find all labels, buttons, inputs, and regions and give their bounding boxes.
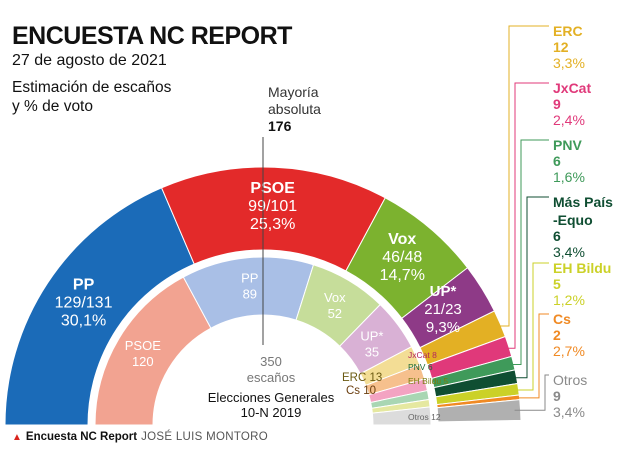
legend-name-eh-bildu: EH Bildu <box>553 260 611 276</box>
legend-connector-cs <box>513 313 549 399</box>
majority-label: Mayoría absoluta 176 <box>268 84 358 135</box>
center-unit: escaños <box>247 370 296 385</box>
prev-label-erc: ERC 13 <box>342 372 382 384</box>
prev-name-vox: Vox <box>324 290 346 305</box>
prev-title-line-1: Elecciones Generales <box>208 390 335 405</box>
legend-seats-erc: 12 <box>553 39 569 55</box>
prev-label-eh-bildu: EH Bildu 5 <box>408 376 448 386</box>
center-total: 350 <box>260 354 282 369</box>
legend-pct-otros: 3,4% <box>553 404 585 420</box>
party-seats-psoe: 99/101 <box>248 198 297 215</box>
prev-seats-vox: 52 <box>328 306 342 321</box>
prev-title-line-2: 10-N 2019 <box>241 405 302 420</box>
legend-seats-pnv: 6 <box>553 153 561 169</box>
footer-author: JOSÉ LUIS MONTORO <box>141 431 269 443</box>
party-pct-vox: 14,7% <box>380 267 425 284</box>
legend-seats-otros: 9 <box>553 388 561 404</box>
subtitle-line-1: Estimación de escaños <box>12 79 172 96</box>
legend-seats-eh-bildu: 5 <box>553 276 561 292</box>
legend-pct-eh-bildu: 1,2% <box>553 292 585 308</box>
prev-arc-otros <box>371 406 432 426</box>
legend-seats-jxcat: 9 <box>553 96 561 112</box>
legend-connector-erc <box>494 25 549 327</box>
legend-connector-jxcat <box>503 82 549 349</box>
legend-name-otros: Otros <box>553 372 587 388</box>
party-seats-pp: 129/131 <box>55 295 113 312</box>
legend-connector-pnv <box>507 139 549 366</box>
party-name-psoe: PSOE <box>250 180 295 197</box>
prev-name-up: UP* <box>360 329 383 344</box>
legend-name-pnv: PNV <box>553 137 582 153</box>
chart-subtitle: Estimación de escaños y % de voto <box>12 78 242 116</box>
prev-name-pp: PP <box>241 271 258 286</box>
legend-pct-pnv: 1,6% <box>553 169 585 185</box>
prev-label-jxcat: JxCat 8 <box>408 350 437 360</box>
majority-value: 176 <box>268 118 292 134</box>
legend-name-m-s-pa-s-equo-1: Más País <box>553 194 613 210</box>
legend-name-erc: ERC <box>553 23 583 39</box>
legend-pct-jxcat: 2,4% <box>553 112 585 128</box>
chart-date: 27 de agosto de 2021 <box>12 52 167 69</box>
majority-text-2: absoluta <box>268 101 321 117</box>
party-pct-pp: 30,1% <box>61 313 106 330</box>
party-pct-psoe: 25,3% <box>250 216 295 233</box>
party-name-vox: Vox <box>388 231 416 248</box>
majority-text-1: Mayoría <box>268 84 319 100</box>
prev-label-cs: Cs 10 <box>346 385 376 397</box>
party-seats-up: 21/23 <box>424 301 462 318</box>
prev-label-pnv: PNV 6 <box>408 362 433 372</box>
prev-name-psoe: PSOE <box>125 338 161 353</box>
legend-connector-m-s-pa-s-equo <box>510 196 549 379</box>
legend-seats-m-s-pa-s-equo: 6 <box>553 228 561 244</box>
seat-arc-otros <box>436 399 522 423</box>
legend-pct-erc: 3,3% <box>553 55 585 71</box>
chart-title: ENCUESTA NC REPORT <box>12 22 292 50</box>
subtitle-line-2: y % de voto <box>12 98 93 115</box>
prev-label-otros: Otros 12 <box>408 412 441 422</box>
prev-seats-psoe: 120 <box>132 354 154 369</box>
party-name-pp: PP <box>73 277 95 294</box>
footer-source: Encuesta NC Report <box>25 431 138 443</box>
party-pct-up: 9,3% <box>426 319 460 336</box>
triangle-icon: ▲ <box>12 432 22 443</box>
legend-seats-cs: 2 <box>553 327 561 343</box>
footer: ▲ Encuesta NC Report JOSÉ LUIS MONTORO <box>12 431 268 443</box>
party-seats-vox: 46/48 <box>382 249 422 266</box>
legend-pct-m-s-pa-s-equo: 3,4% <box>553 244 585 260</box>
legend-name-jxcat: JxCat <box>553 80 591 96</box>
legend-connector-eh-bildu <box>512 262 549 391</box>
prev-seats-up: 35 <box>365 345 379 360</box>
legend-name-cs: Cs <box>553 311 571 327</box>
party-name-up: UP* <box>430 283 457 300</box>
legend-name-m-s-pa-s-equo-2: -Equo <box>553 212 593 228</box>
legend-connector-otros <box>514 374 549 411</box>
legend-pct-cs: 2,7% <box>553 343 585 359</box>
prev-seats-pp: 89 <box>243 287 257 302</box>
